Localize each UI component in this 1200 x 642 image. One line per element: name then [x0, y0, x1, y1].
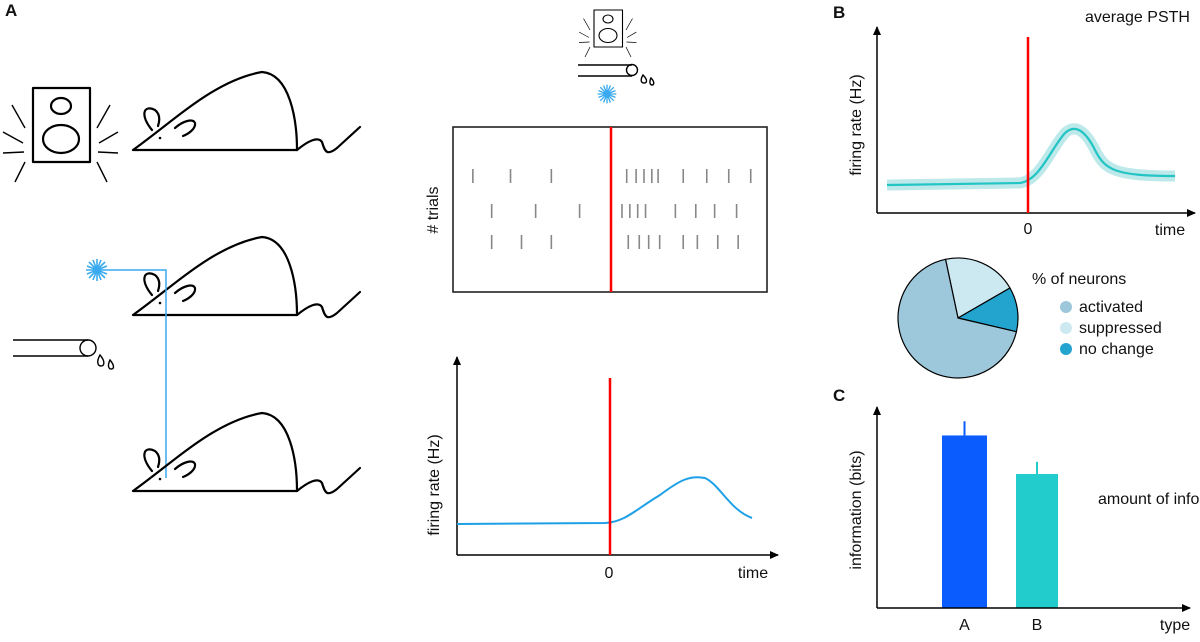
bar-A — [942, 435, 987, 608]
pie-title: % of neurons — [1032, 271, 1126, 288]
zero-tick: 0 — [1024, 221, 1033, 238]
legend-label: suppressed — [1079, 320, 1162, 337]
legend-label: no change — [1079, 341, 1154, 358]
speaker-icon — [1, 86, 120, 184]
legend-swatch — [1060, 343, 1072, 355]
x-label: type — [1160, 617, 1190, 634]
zero-tick: 0 — [605, 565, 614, 582]
x-label: time — [738, 565, 768, 582]
pie-slice-activated — [897, 258, 1018, 379]
x-label: time — [1155, 222, 1185, 239]
y-label: firing rate (Hz) — [848, 74, 865, 175]
psth-title: average PSTH — [1085, 9, 1190, 26]
psth-confidence-band — [886, 123, 1176, 191]
raster-plot: # trials — [425, 126, 768, 293]
pie-slice-suppressed — [944, 257, 1011, 319]
mouse-water — [131, 235, 362, 319]
legend-swatch — [1060, 322, 1072, 334]
optic-fiber — [108, 269, 167, 478]
neuron-pie-chart: % of neurons activated suppressed no chang… — [897, 257, 1162, 379]
legend-swatch — [1060, 301, 1072, 313]
x-tick-label: B — [1032, 617, 1043, 634]
y-label: information (bits) — [848, 450, 865, 569]
panel-label-c: C — [833, 386, 845, 405]
info-bar-chart: A B type amount of info information (bits… — [848, 406, 1200, 634]
firing-rate-plot: 0 time firing rate (Hz) — [426, 356, 779, 582]
mouse-sound — [131, 70, 362, 154]
bar-chart-title: amount of info — [1098, 491, 1200, 508]
laser-star-icon — [85, 258, 109, 282]
firing-rate-trace — [456, 476, 753, 525]
y-label: firing rate (Hz) — [426, 434, 443, 535]
mouse-light — [131, 411, 362, 495]
psth-trace — [886, 127, 1176, 187]
average-psth-plot: 0 time average PSTH firing rate (Hz) — [848, 9, 1196, 239]
raster-ylabel: # trials — [425, 186, 442, 233]
panel-label-b: B — [833, 3, 845, 22]
x-tick-label: A — [959, 617, 970, 634]
panel-label-a: A — [5, 1, 17, 20]
legend-label: activated — [1079, 299, 1143, 316]
water-tube-icon — [12, 339, 115, 370]
combined-stimulus-icon — [578, 9, 655, 105]
bar-B — [1016, 474, 1058, 608]
